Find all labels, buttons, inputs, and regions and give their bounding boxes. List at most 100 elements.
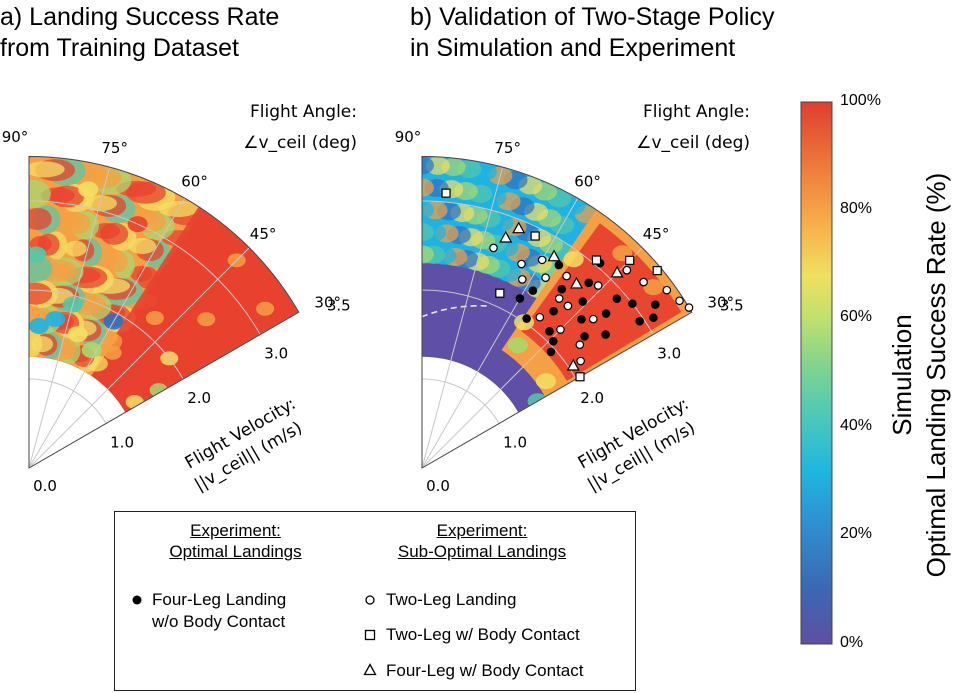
point-two-leg [562,271,571,281]
heat-blob [29,282,53,305]
point-four-leg-body-contact [566,358,580,371]
radius-tick-label: 3.0 [657,345,681,363]
colorbar-tick: 80% [840,200,873,217]
point-four-leg [554,260,564,270]
point-two-leg-body-contact [652,266,662,276]
colorbar-tick: 100% [840,92,881,109]
angle-tick-label: 90° [2,128,29,146]
point-two-leg [517,275,527,284]
point-two-leg-body-contact [530,231,540,241]
success-boundary-line [421,304,488,318]
point-four-leg [601,309,611,318]
point-four-leg [650,300,660,309]
heat-blob [256,301,275,316]
heat-blob [53,213,82,230]
point-four-leg [546,347,556,357]
experiment-points [441,188,694,382]
point-four-leg-body-contact [512,221,526,234]
radius-tick-label: 2.0 [187,389,211,407]
heat-blob [422,200,434,219]
point-four-leg [612,294,622,303]
point-four-leg [557,284,567,294]
sector-outline [28,155,300,469]
angle-axis-label: Flight Angle: [643,102,750,122]
point-two-leg [588,314,598,324]
heat-blob [422,245,434,264]
angle-tick-label: 90° [395,128,422,146]
heat-blob [29,161,65,178]
point-four-leg [628,299,637,308]
point-two-leg [489,243,498,253]
angle-tick-label: 60° [181,172,208,190]
point-two-leg [593,281,603,290]
heat-blob [29,329,43,358]
legend-two-leg-label: Two-Leg Landing [386,590,517,609]
point-two-leg [684,303,694,312]
heat-blob [29,207,52,230]
legend-four-leg-body-label: Four-Leg w/ Body Contact [386,661,584,680]
two-leg-landing-marker [365,595,375,605]
angle-axis-symbol: ∠v_ceil (deg) [636,133,750,153]
point-four-leg [515,294,525,303]
angle-tick-label: 60° [574,172,601,190]
point-four-leg [649,313,658,323]
four-leg-landing-marker [132,595,142,605]
angle-axis-label: Flight Angle: [250,102,357,122]
colorbar-tick: 20% [840,525,873,542]
grid-ray [28,197,186,469]
radius-tick-label: 3.5 [327,296,351,314]
radius-tick-label: 1.0 [503,434,527,452]
point-two-leg [675,296,684,306]
panel-b-heat-fill [422,156,692,413]
heat-blob [29,246,47,263]
point-four-leg [528,286,538,295]
four-leg-body-contact-marker [363,663,377,676]
grid-ray [421,166,504,469]
heat-blob [64,240,87,257]
heat-blob [103,345,122,360]
point-two-leg [556,325,565,334]
radius-tick-label: 3.0 [264,345,288,363]
point-two-leg [554,294,564,303]
point-two-leg [622,265,632,275]
grid-ray [421,197,579,469]
angle-tick-label: 75° [101,139,128,157]
heat-blob [78,181,99,198]
point-two-leg [575,340,585,350]
heat-blob [98,250,121,267]
heat-blob [29,317,49,334]
point-two-leg [563,301,573,311]
panel-b-heatmap: 90° 75° 60° 45° 30° 0.0 1.0 2.0 3.0 3.5 Flight Ang… [395,102,750,495]
angle-tick-label: 30° [314,293,341,311]
point-four-leg [522,314,531,323]
heat-blob [643,279,664,296]
point-four-leg [584,278,594,288]
point-four-leg-body-contact [547,249,561,262]
angle-tick-label: 45° [250,225,277,243]
legend-two-leg-body-label: Two-Leg w/ Body Contact [386,625,580,644]
heat-blob [92,222,121,239]
colorbar-tick: 60% [840,308,873,325]
heat-blob [563,251,584,268]
panel-b-title: b) Validation of Two-Stage Policy in Sim… [410,3,775,62]
point-four-leg-body-contact [610,265,624,278]
heat-blob [197,312,216,327]
legend-four-leg-label: Four-Leg Landing w/o Body Contact [152,590,287,631]
grid-ray [28,247,250,469]
radius-tick-label: 1.0 [110,434,134,452]
heat-blob [507,337,528,354]
colorbar-tick: 0% [840,634,864,651]
legend-optimal-header: Experiment: Optimal Landings [169,521,302,561]
panel-a-heat-fill [29,156,299,413]
point-four-leg-body-contact [499,230,513,243]
colorbar [800,101,833,645]
point-two-leg-body-contact [575,372,585,382]
point-two-leg-body-contact [591,255,602,265]
panel-a-heatmap: 90° 75° 60° 45° 30° 0.0 1.0 2.0 3.0 3.5 Flight Ang… [2,102,357,495]
panel-a-title: a) Landing Success Rate from Training Da… [0,3,280,62]
radius-tick-label: 3.5 [720,296,744,314]
point-four-leg [545,327,554,336]
point-two-leg [535,312,545,322]
point-two-leg-body-contact [625,255,635,265]
